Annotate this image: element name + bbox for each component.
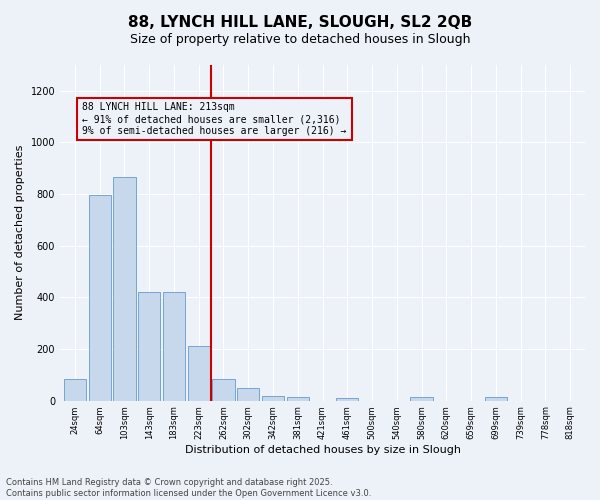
Bar (138, 292, 160, 401)
Bar (89, 196, 111, 400)
Bar (336, 398, 358, 400)
Text: Size of property relative to detached houses in Slough: Size of property relative to detached ho… (130, 32, 470, 46)
Bar (188, 346, 210, 401)
Text: Contains HM Land Registry data © Crown copyright and database right 2025.
Contai: Contains HM Land Registry data © Crown c… (6, 478, 371, 498)
Bar (64, 378, 86, 400)
Bar (262, 396, 284, 400)
Text: 88, LYNCH HILL LANE, SLOUGH, SL2 2QB: 88, LYNCH HILL LANE, SLOUGH, SL2 2QB (128, 15, 472, 30)
Y-axis label: Number of detached properties: Number of detached properties (15, 145, 25, 320)
Bar (410, 398, 433, 400)
X-axis label: Distribution of detached houses by size in Slough: Distribution of detached houses by size … (185, 445, 461, 455)
Text: 88 LYNCH HILL LANE: 213sqm
← 91% of detached houses are smaller (2,316)
9% of se: 88 LYNCH HILL LANE: 213sqm ← 91% of deta… (82, 102, 347, 136)
Bar (237, 388, 259, 400)
Bar (113, 178, 136, 400)
Bar (485, 398, 507, 400)
Bar (212, 378, 235, 400)
Bar (287, 398, 309, 400)
Bar (163, 292, 185, 401)
